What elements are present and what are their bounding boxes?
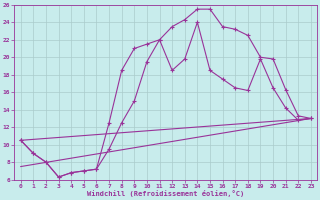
X-axis label: Windchill (Refroidissement éolien,°C): Windchill (Refroidissement éolien,°C) <box>87 190 244 197</box>
